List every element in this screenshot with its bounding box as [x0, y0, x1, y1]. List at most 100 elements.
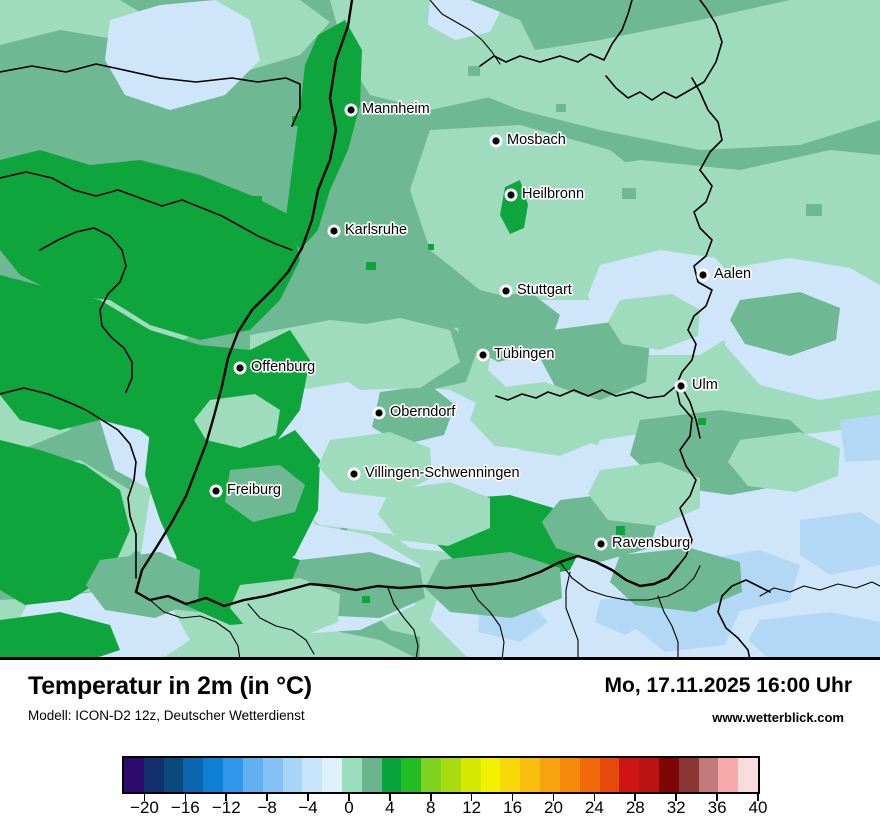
- colorbar-tick: [716, 794, 718, 801]
- city-label-tuebingen: Tübingen: [494, 346, 554, 362]
- city-dot: [350, 470, 358, 478]
- city-label-ulm: Ulm: [692, 377, 718, 393]
- model-subtitle: Modell: ICON-D2 12z, Deutscher Wetterdie…: [28, 708, 305, 723]
- colorbar-cell: [441, 758, 461, 792]
- colorbar-cell: [738, 758, 758, 792]
- colorbar-tick-label: −20: [130, 798, 159, 817]
- city-marker-offenburg[interactable]: Offenburg: [233, 357, 317, 376]
- colorbar-cell: [559, 758, 580, 792]
- city-marker-karlsruhe[interactable]: Karlsruhe: [327, 220, 409, 239]
- colorbar-cell: [143, 758, 164, 792]
- city-dot: [507, 191, 515, 199]
- city-marker-heilbronn[interactable]: Heilbronn: [504, 184, 586, 203]
- country-and-state-borders: [0, 0, 880, 660]
- colorbar-cell: [480, 758, 501, 792]
- colorbar-cell: [341, 758, 362, 792]
- city-label-villingen-schwenningen: Villingen-Schwenningen: [365, 465, 520, 481]
- colorbar-cell: [262, 758, 283, 792]
- city-label-offenburg: Offenburg: [251, 359, 315, 375]
- border-bayern-se: [675, 385, 697, 567]
- city-dot: [502, 287, 510, 295]
- border-swiss-inner-3: [387, 587, 419, 660]
- city-dot: [677, 382, 685, 390]
- border-austria-2: [717, 595, 751, 660]
- border-ne-2: [605, 0, 723, 101]
- colorbar-cell: [361, 758, 382, 792]
- colorbar-tick-labels: −20 −16 −12 −8 −4 0 4 8 12 16 20 24 28 32 36 40: [0, 798, 880, 826]
- city-marker-ravensburg[interactable]: Ravensburg: [594, 533, 692, 552]
- city-label-ravensburg: Ravensburg: [612, 535, 690, 551]
- city-label-oberndorf: Oberndorf: [390, 404, 456, 420]
- colorbar-cell: [500, 758, 521, 792]
- colorbar-tick-label: 12: [462, 798, 482, 817]
- city-dot: [699, 271, 707, 279]
- city-label-stuttgart: Stuttgart: [517, 282, 572, 298]
- city-marker-mannheim[interactable]: Mannheim: [344, 99, 431, 118]
- colorbar-tick-label: 8: [426, 798, 436, 817]
- temp-speck-mid: [468, 66, 822, 216]
- border-austria-3: [721, 579, 771, 597]
- colorbar-tick: [429, 794, 432, 801]
- border-north-east: [479, 0, 633, 67]
- city-marker-stuttgart[interactable]: Stuttgart: [499, 280, 573, 299]
- city-marker-tuebingen[interactable]: Tübingen: [476, 344, 556, 363]
- colorbar-tick-label: −4: [298, 798, 318, 817]
- colorbar-tick: [143, 794, 146, 801]
- colorbar-tick-label: 40: [748, 798, 768, 817]
- city-dot: [330, 227, 338, 235]
- temperature-colorbar: [122, 756, 760, 794]
- city-marker-villingen-schwenningen[interactable]: Villingen-Schwenningen: [347, 463, 521, 482]
- border-swiss-inner-5: [565, 571, 579, 659]
- colorbar-tick: [634, 794, 637, 801]
- colorbar-cell: [163, 758, 184, 792]
- colorbar-tick-label: 0: [344, 798, 354, 817]
- city-label-mosbach: Mosbach: [507, 132, 566, 148]
- city-marker-oberndorf[interactable]: Oberndorf: [372, 402, 458, 421]
- city-marker-ulm[interactable]: Ulm: [674, 375, 719, 394]
- colorbar-cell: [183, 758, 204, 792]
- city-dot: [236, 364, 244, 372]
- colorbar-tick: [225, 794, 228, 801]
- city-dot: [375, 409, 383, 417]
- city-markers[interactable]: Mannheim Mosbach Heilbronn: [209, 99, 753, 552]
- colorbar-cell: [124, 758, 144, 792]
- colorbar-cell: [223, 758, 243, 792]
- city-dot: [212, 487, 220, 495]
- page-title: Temperatur in 2m (in °C): [28, 672, 312, 700]
- colorbar-tick: [348, 794, 350, 801]
- city-label-heilbronn: Heilbronn: [522, 186, 584, 202]
- temp-band-2to4-overlay: [194, 294, 840, 638]
- colorbar-tick-label: −16: [170, 798, 200, 817]
- colorbar-cell: [698, 758, 719, 792]
- colorbar-tick-label: 20: [544, 798, 563, 817]
- colorbar-tick-label: 36: [707, 798, 727, 817]
- border-odenwald: [429, 0, 501, 65]
- temperature-field: [0, 0, 880, 660]
- footer-panel: Temperatur in 2m (in °C) Modell: ICON-D2…: [0, 660, 880, 830]
- border-swiss-inner-1: [149, 599, 241, 660]
- border-north-west: [0, 63, 301, 127]
- border-austria-1: [759, 581, 880, 597]
- border-bayern-south: [495, 385, 677, 401]
- website-url: www.wetterblick.com: [712, 710, 844, 725]
- city-label-freiburg: Freiburg: [227, 482, 281, 498]
- map-canvas[interactable]: Mannheim Mosbach Heilbronn: [0, 0, 880, 660]
- colorbar-ticks: [122, 794, 760, 804]
- colorbar-cell: [540, 758, 560, 792]
- city-marker-aalen[interactable]: Aalen: [696, 264, 753, 283]
- colorbar-cell: [421, 758, 441, 792]
- temp-speck: [196, 116, 706, 603]
- colorbar-cell: [678, 758, 699, 792]
- colorbar-tick: [389, 794, 391, 801]
- city-marker-mosbach[interactable]: Mosbach: [489, 130, 567, 149]
- temperature-map[interactable]: Mannheim Mosbach Heilbronn: [0, 0, 880, 660]
- border-swiss-inner-4: [469, 585, 505, 660]
- colorbar-tick: [511, 794, 514, 801]
- border-vosges: [39, 227, 133, 393]
- lake-constance-shore: [559, 561, 701, 601]
- city-label-karlsruhe: Karlsruhe: [345, 222, 407, 238]
- city-marker-freiburg[interactable]: Freiburg: [209, 480, 283, 499]
- colorbar-tick: [266, 794, 268, 801]
- colorbar-cell: [322, 758, 342, 792]
- border-france-south: [0, 387, 137, 579]
